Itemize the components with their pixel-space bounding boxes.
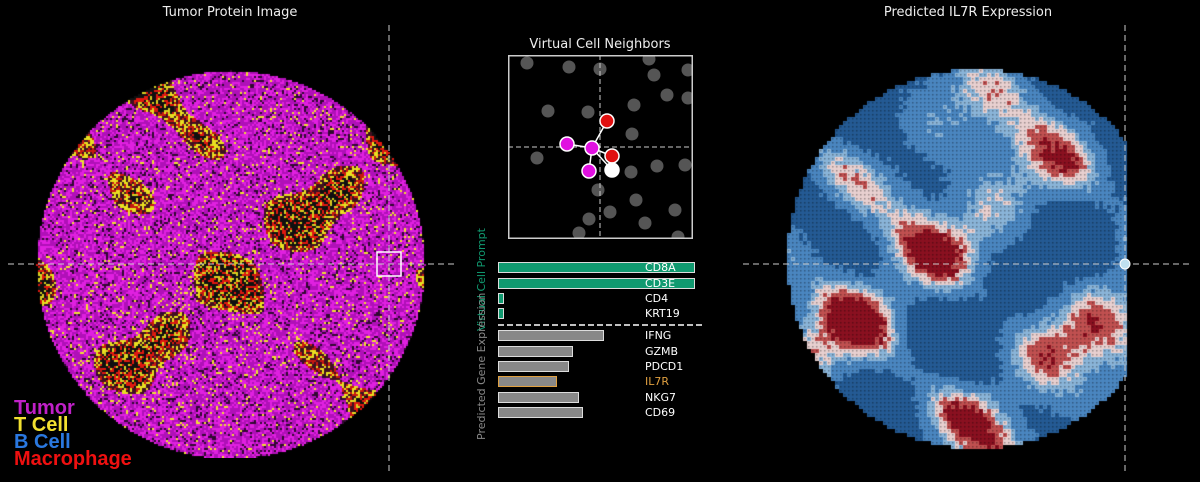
- neighbor-cell: [638, 216, 652, 230]
- legend-item: T Cell: [14, 414, 69, 436]
- neighbor-cell: [660, 88, 674, 102]
- selected-cell-marker: [1119, 258, 1131, 270]
- bar-il7r: [498, 376, 558, 387]
- legend-item: B Cell: [14, 431, 71, 453]
- virtual-cell-neighbor: [604, 162, 620, 178]
- neighbor-cell: [627, 98, 641, 112]
- tumor-protein-image: [30, 58, 430, 458]
- bar-pdcd1: [498, 361, 569, 372]
- neighbors-title: Virtual Cell Neighbors: [529, 37, 671, 52]
- bar-cd4: [498, 293, 504, 304]
- gene-label-il7r: IL7R: [645, 375, 670, 388]
- neighbor-cell: [671, 230, 685, 239]
- neighbor-cell: [625, 127, 639, 141]
- bar-gzmb: [498, 346, 573, 357]
- gene-label-cd8a: CD8A: [645, 261, 676, 274]
- neighbor-cell: [629, 193, 643, 207]
- neighbor-cell: [572, 226, 586, 239]
- gene-label-ifng: IFNG: [645, 329, 672, 342]
- neighbor-cell: [581, 105, 595, 119]
- gene-label-cd4: CD4: [645, 292, 669, 305]
- gene-label-pdcd1: PDCD1: [645, 360, 684, 373]
- bar-krt19: [498, 308, 504, 319]
- bar-cd8a: [498, 262, 695, 273]
- right-panel-title: Predicted IL7R Expression: [883, 5, 1053, 20]
- virtual-cell-neighbor: [581, 163, 597, 179]
- prediction-group-label: Predicted Gene Expression: [475, 292, 488, 440]
- neighbor-cell: [541, 104, 555, 118]
- neighbor-cell: [591, 183, 605, 197]
- neighbor-cell: [681, 91, 693, 105]
- legend-item: Tumor: [14, 397, 75, 419]
- neighbors-plot: [508, 55, 693, 239]
- neighbor-cell: [624, 165, 638, 179]
- gene-label-krt19: KRT19: [645, 307, 680, 320]
- bar-ifng: [498, 330, 605, 341]
- selected-cell-box: [376, 251, 402, 277]
- virtual-cell-neighbor: [559, 136, 575, 152]
- neighbor-cell: [603, 205, 617, 219]
- neighbor-cell: [520, 56, 534, 70]
- neighbor-cell: [650, 159, 664, 173]
- neighbor-cell: [647, 68, 661, 82]
- gene-label-cd3e: CD3E: [645, 277, 676, 290]
- virtual-cell-neighbor: [584, 140, 600, 156]
- neighbor-cell: [530, 151, 544, 165]
- neighbor-cell: [678, 158, 692, 172]
- neighbor-cell: [562, 60, 576, 74]
- bar-nkg7: [498, 392, 579, 403]
- bar-cd69: [498, 407, 583, 418]
- virtual-cell-neighbor: [599, 113, 615, 129]
- legend-item: Macrophage: [14, 448, 132, 470]
- neighbor-cell: [582, 212, 596, 226]
- neighbor-cell: [668, 203, 682, 217]
- bar-cd3e: [498, 278, 695, 289]
- neighbor-cell: [681, 63, 693, 77]
- gene-label-gzmb: GZMB: [645, 345, 679, 358]
- left-panel-title: Tumor Protein Image: [162, 5, 298, 20]
- gene-label-cd69: CD69: [645, 406, 676, 419]
- virtual-cell-neighbor: [604, 148, 620, 164]
- gene-label-nkg7: NKG7: [645, 391, 676, 404]
- il7r-expression-map: [775, 57, 1175, 457]
- neighbor-cell: [593, 62, 607, 76]
- neighbor-cell: [642, 55, 656, 66]
